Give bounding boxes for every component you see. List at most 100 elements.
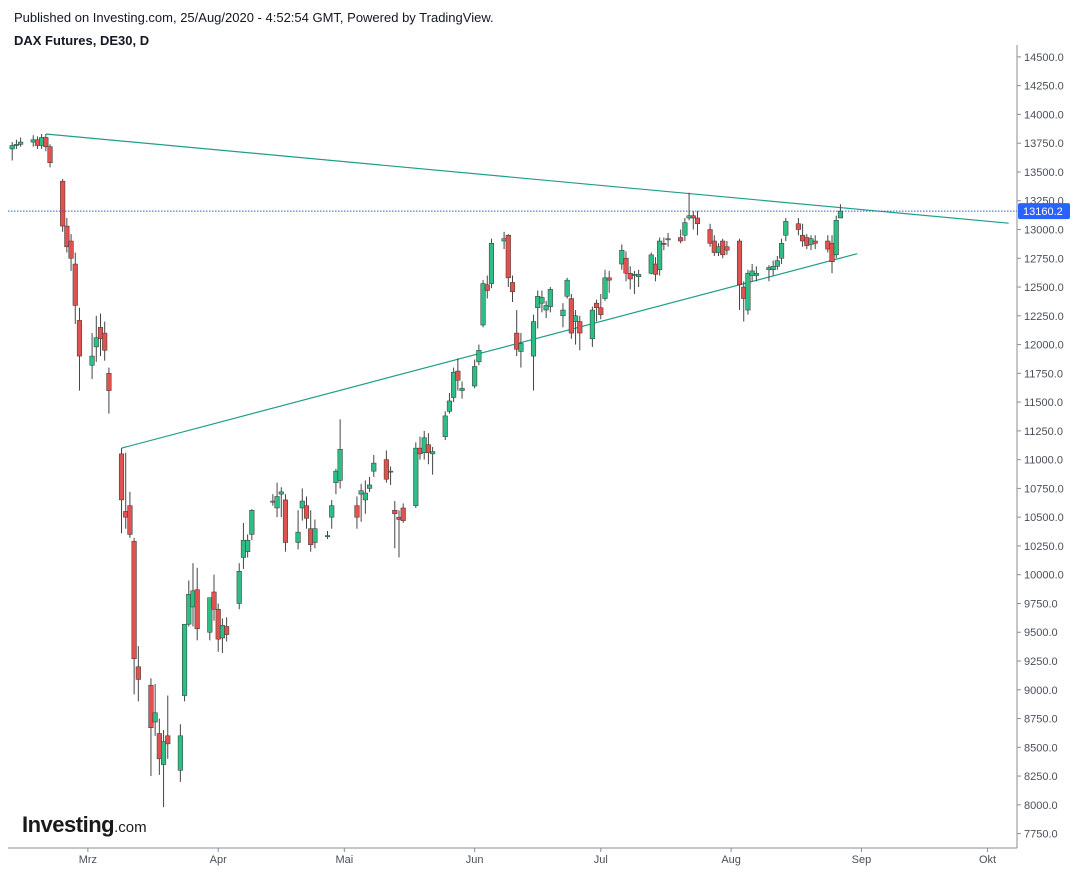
candle-body bbox=[657, 240, 663, 271]
price-tick-label: 9000.0 bbox=[1024, 685, 1058, 697]
candle-2020-07-27 bbox=[707, 223, 713, 247]
price-tick-label: 8750.0 bbox=[1024, 714, 1058, 726]
candle-2020-06-18 bbox=[543, 300, 549, 319]
candle-2020-04-15 bbox=[274, 482, 280, 518]
candle-body bbox=[476, 350, 482, 363]
candle-2020-02-28 bbox=[76, 307, 83, 391]
last-price-label: 13160.2 bbox=[1018, 203, 1070, 220]
candle-2020-03-02 bbox=[89, 333, 95, 380]
candle-body bbox=[627, 272, 633, 280]
candle-2020-03-16 bbox=[148, 678, 154, 777]
candle-body bbox=[774, 260, 780, 267]
candle-2020-07-02 bbox=[602, 269, 608, 301]
price-axis[interactable]: 7750.0 8000.0 8250.0 8500.0 8750.0 9000.0 9250… bbox=[1016, 45, 1064, 848]
price-tick-label: 7750.0 bbox=[1024, 829, 1058, 841]
candle-body bbox=[383, 459, 389, 480]
candle-2020-05-22 bbox=[430, 446, 436, 475]
candle-2020-06-23 bbox=[564, 277, 570, 299]
candle-body bbox=[329, 505, 335, 518]
price-tick-label: 8000.0 bbox=[1024, 800, 1058, 812]
candle-body bbox=[324, 535, 331, 537]
candle-body bbox=[337, 449, 343, 481]
logo-sub: .com bbox=[114, 819, 147, 836]
candle-2020-06-11 bbox=[514, 310, 520, 357]
price-tick-label: 11750.0 bbox=[1024, 368, 1063, 380]
price-tick-label: 13500.0 bbox=[1024, 167, 1064, 179]
candle-2020-03-11 bbox=[127, 491, 133, 538]
candle-2020-07-09 bbox=[631, 270, 637, 294]
time-tick-label: Aug bbox=[721, 854, 741, 866]
candle-2020-02-18 bbox=[34, 136, 40, 149]
candle-2020-07-01 bbox=[598, 293, 604, 320]
price-tick-label: 9500.0 bbox=[1024, 627, 1058, 639]
price-tick-label: 14250.0 bbox=[1024, 81, 1064, 93]
candle-body bbox=[829, 243, 835, 262]
candle-2020-02-27 bbox=[72, 252, 78, 324]
candle-body bbox=[236, 571, 242, 604]
candle-2020-02-12 bbox=[9, 142, 15, 161]
candle-body bbox=[720, 240, 726, 256]
candle-2020-08-18 bbox=[800, 223, 806, 247]
time-axis[interactable]: Mrz Apr Mai Jun Jul Aug Sep Okt bbox=[8, 847, 1017, 866]
candle-2020-06-02 bbox=[476, 344, 482, 366]
candle-body bbox=[804, 237, 810, 246]
candle-2020-07-20 bbox=[678, 229, 684, 244]
candle-2020-04-27 bbox=[324, 530, 331, 540]
candle-2020-08-12 bbox=[774, 255, 780, 270]
trendline-support[interactable] bbox=[121, 253, 858, 449]
price-tick-label: 9250.0 bbox=[1024, 656, 1058, 668]
price-tick-label: 12500.0 bbox=[1024, 282, 1064, 294]
candle-body bbox=[711, 240, 717, 253]
candle-2020-05-19 bbox=[417, 436, 423, 460]
candle-2020-05-12 bbox=[388, 466, 394, 485]
candle-2020-06-12 bbox=[518, 333, 524, 368]
candle-2020-02-19 bbox=[39, 134, 45, 149]
candle-body bbox=[745, 272, 751, 311]
candle-2020-08-04 bbox=[741, 281, 747, 322]
candle-body bbox=[514, 332, 520, 350]
candle-2020-02-24 bbox=[60, 178, 66, 232]
candle-body bbox=[623, 258, 629, 274]
candle-2020-04-16 bbox=[278, 487, 284, 518]
candle-body bbox=[76, 320, 83, 357]
candle-2020-06-04 bbox=[484, 275, 490, 299]
candle-body bbox=[278, 491, 284, 495]
candle-2020-06-25 bbox=[573, 310, 579, 345]
candle-body bbox=[34, 139, 40, 146]
candle-body bbox=[421, 437, 427, 453]
candle-2020-07-30 bbox=[720, 238, 726, 259]
candle-2020-07-23 bbox=[690, 211, 696, 230]
candle-2020-04-09 bbox=[249, 509, 255, 541]
candle-2020-07-29 bbox=[715, 243, 722, 256]
candle-2020-05-14 bbox=[396, 510, 402, 558]
candle-body bbox=[594, 302, 600, 309]
price-tick-label: 8250.0 bbox=[1024, 771, 1058, 783]
candle-body bbox=[89, 355, 95, 366]
candle-body bbox=[619, 249, 625, 265]
candle-body bbox=[455, 370, 461, 381]
candle-body bbox=[102, 332, 108, 351]
candle-body bbox=[577, 321, 583, 334]
trendline-resistance[interactable] bbox=[45, 133, 1009, 224]
candle-body bbox=[530, 321, 537, 357]
time-tick-label: Jun bbox=[466, 854, 484, 866]
candle-2020-03-04 bbox=[97, 313, 104, 357]
candle-body bbox=[47, 146, 53, 164]
candle-2020-04-14 bbox=[270, 494, 276, 506]
published-info: Published on Investing.com, 25/Aug/2020 … bbox=[14, 10, 494, 25]
candle-body bbox=[547, 289, 553, 307]
candle-2020-04-30 bbox=[337, 419, 343, 489]
candle-body bbox=[177, 735, 183, 771]
trendlines bbox=[45, 133, 1009, 449]
candle-body bbox=[72, 263, 78, 306]
candle-2020-08-13 bbox=[779, 238, 785, 265]
price-tick-label: 10500.0 bbox=[1024, 512, 1064, 524]
price-tick-label: 8500.0 bbox=[1024, 742, 1058, 754]
candle-2020-05-04 bbox=[354, 496, 360, 529]
candle-body bbox=[686, 215, 692, 219]
candle-2020-04-06 bbox=[236, 563, 242, 610]
candle-body bbox=[459, 388, 465, 391]
candle-2020-06-29 bbox=[589, 306, 595, 347]
candle-body bbox=[573, 315, 579, 322]
